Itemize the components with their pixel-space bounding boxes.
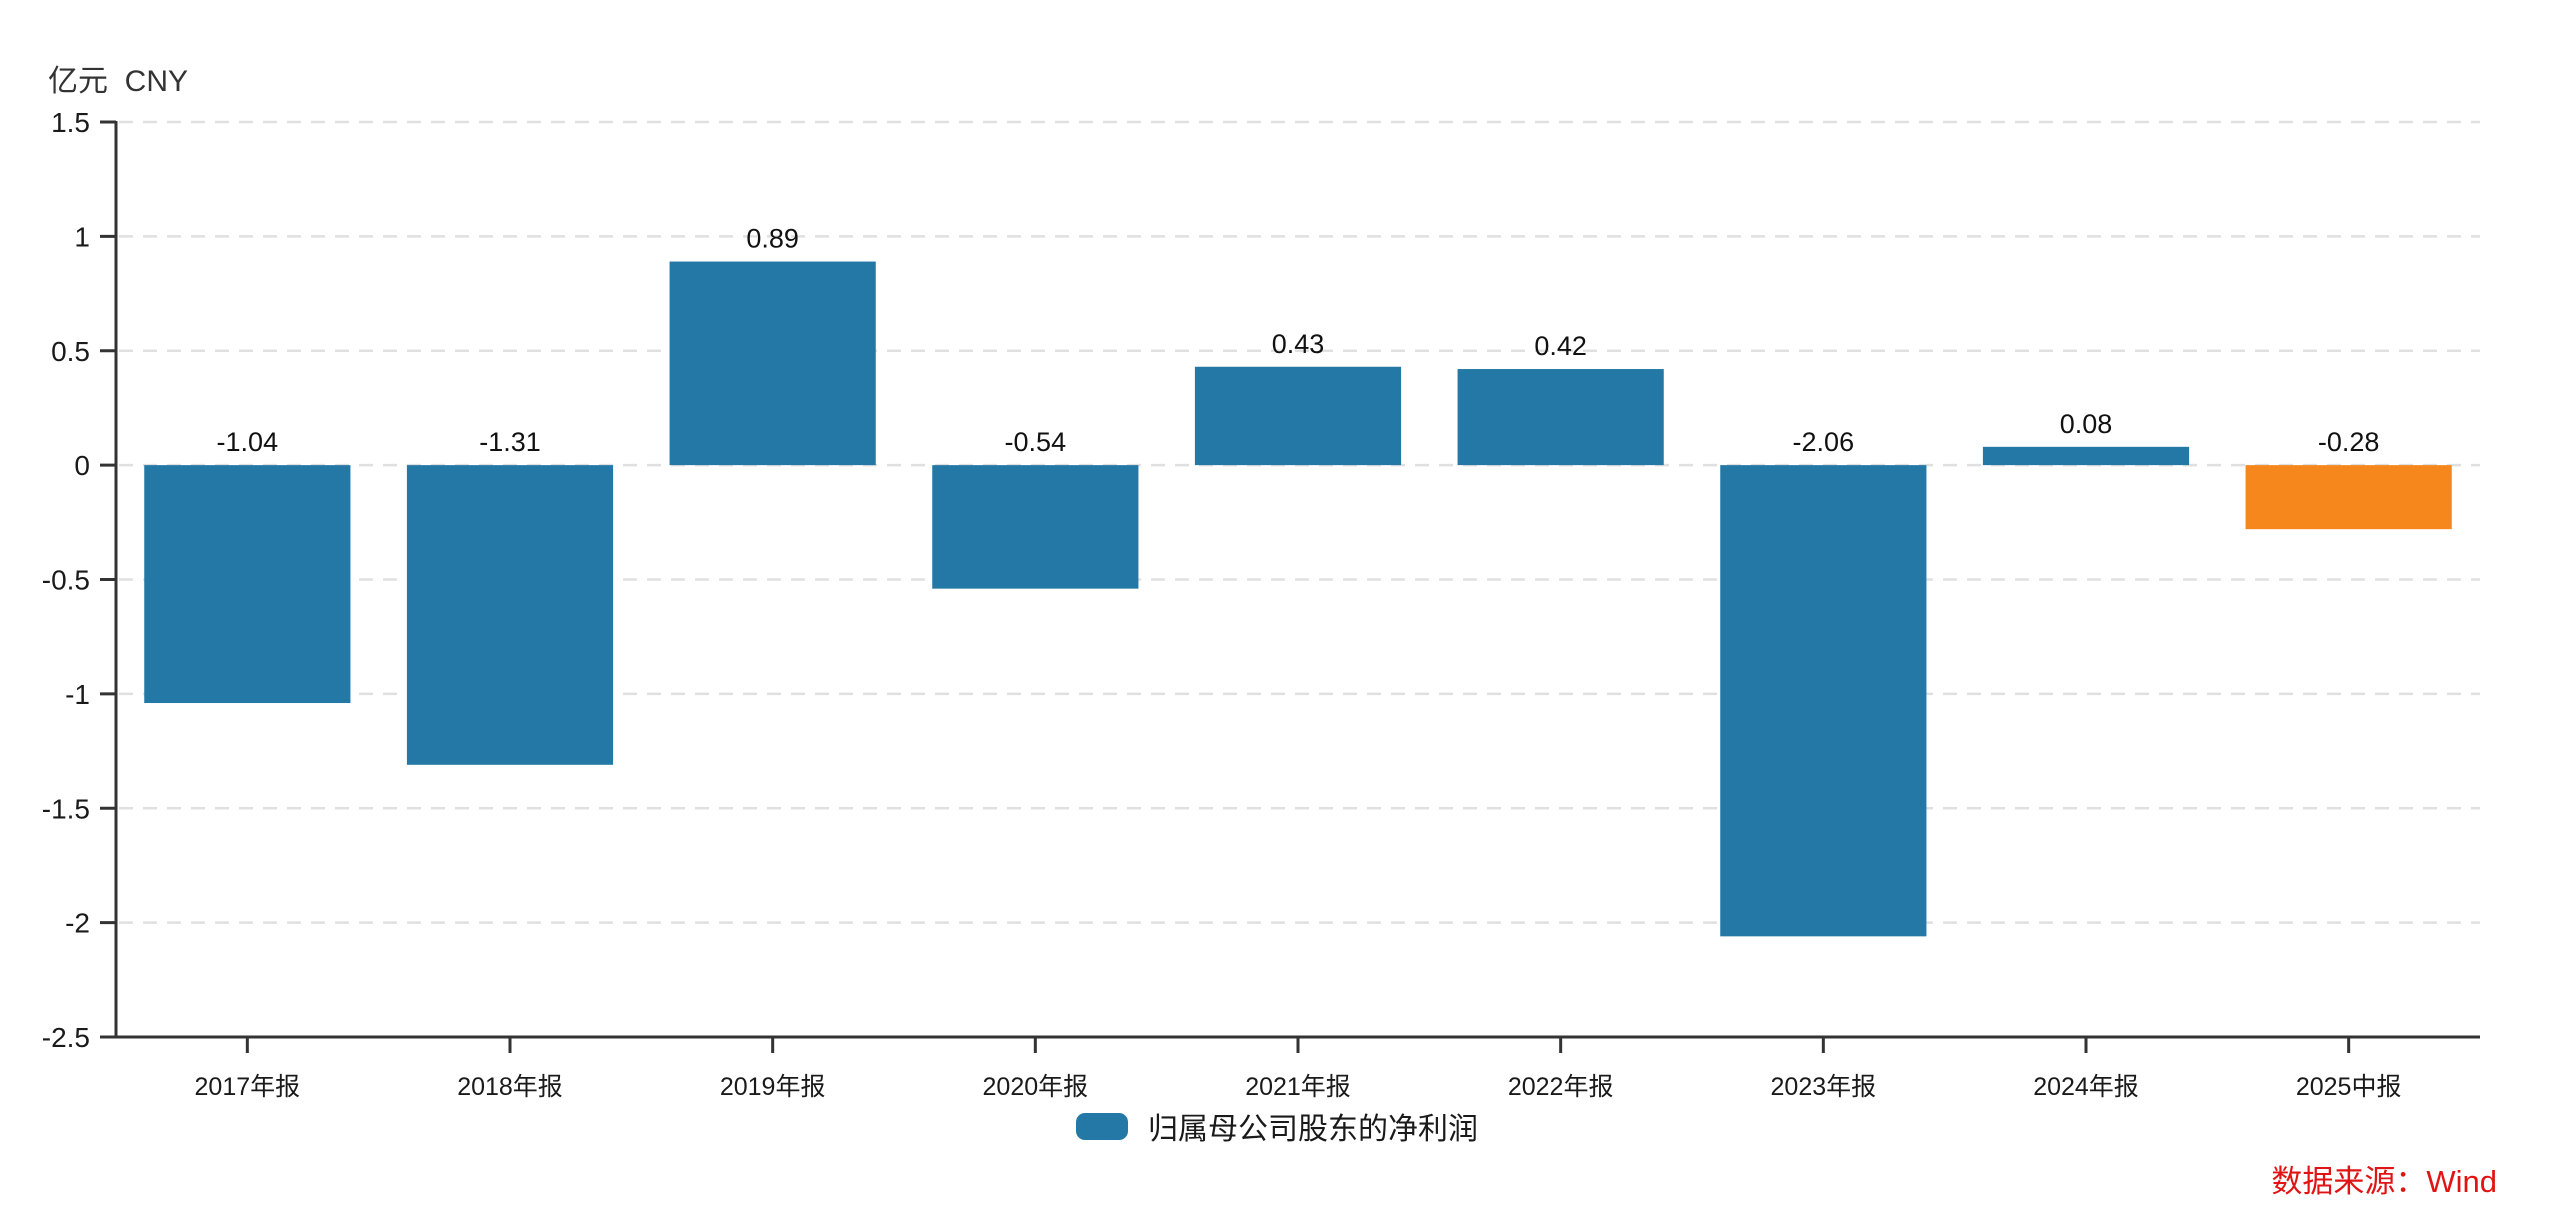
x-tick-label: 2023年报 — [1771, 1073, 1877, 1101]
bar-2022年报[interactable] — [1457, 369, 1664, 466]
y-tick-label: -1.5 — [42, 793, 90, 824]
bar-value-label: -1.31 — [479, 427, 541, 457]
bar-value-label: 0.42 — [1534, 331, 1587, 361]
bar-2020年报[interactable] — [932, 465, 1139, 589]
bar-value-label: -1.04 — [217, 427, 279, 457]
bar-value-label: -2.06 — [1793, 427, 1855, 457]
y-tick-label: -2 — [65, 908, 90, 939]
bar-2018年报[interactable] — [406, 465, 614, 765]
y-tick-label: 0.5 — [51, 336, 90, 367]
x-tick-label: 2017年报 — [195, 1073, 301, 1101]
x-tick-label: 2019年报 — [720, 1073, 826, 1101]
legend-swatch — [1076, 1112, 1128, 1140]
data-source-label: 数据来源：Wind — [2271, 1164, 2497, 1199]
bar-2025中报[interactable] — [2245, 465, 2452, 530]
bar-2019年报[interactable] — [669, 261, 876, 466]
legend-item-net-profit[interactable]: 归属母公司股东的净利润 — [1076, 1104, 1478, 1148]
x-tick-label: 2022年报 — [1508, 1073, 1614, 1101]
y-tick-label: 1.5 — [51, 107, 90, 138]
bar-2023年报[interactable] — [1720, 465, 1927, 937]
bar-value-label: -0.54 — [1005, 427, 1067, 457]
y-tick-label: 1 — [74, 221, 90, 252]
x-tick-label: 2025中报 — [2296, 1073, 2402, 1101]
y-tick-label: -1 — [65, 679, 90, 710]
x-tick-label: 2020年报 — [983, 1073, 1089, 1101]
x-tick-label: 2024年报 — [2033, 1073, 2139, 1101]
bar-value-label: -0.28 — [2318, 427, 2380, 457]
bar-2017年报[interactable] — [144, 465, 351, 704]
legend-label: 归属母公司股东的净利润 — [1148, 1113, 1478, 1146]
bar-2021年报[interactable] — [1194, 366, 1402, 466]
y-tick-label: 0 — [74, 450, 90, 481]
x-tick-label: 2021年报 — [1245, 1073, 1351, 1101]
y-axis-unit-label: 亿元 CNY — [48, 65, 189, 98]
bar-value-label: 0.08 — [2060, 409, 2113, 439]
bar-value-label: 0.89 — [746, 224, 799, 254]
y-tick-label: -2.5 — [42, 1022, 90, 1053]
legend: 归属母公司股东的净利润 — [0, 1104, 2554, 1148]
bar-value-label: 0.43 — [1272, 329, 1325, 359]
y-tick-label: -0.5 — [42, 565, 90, 596]
bar-2024年报[interactable] — [1982, 446, 2190, 466]
x-tick-label: 2018年报 — [457, 1073, 563, 1101]
